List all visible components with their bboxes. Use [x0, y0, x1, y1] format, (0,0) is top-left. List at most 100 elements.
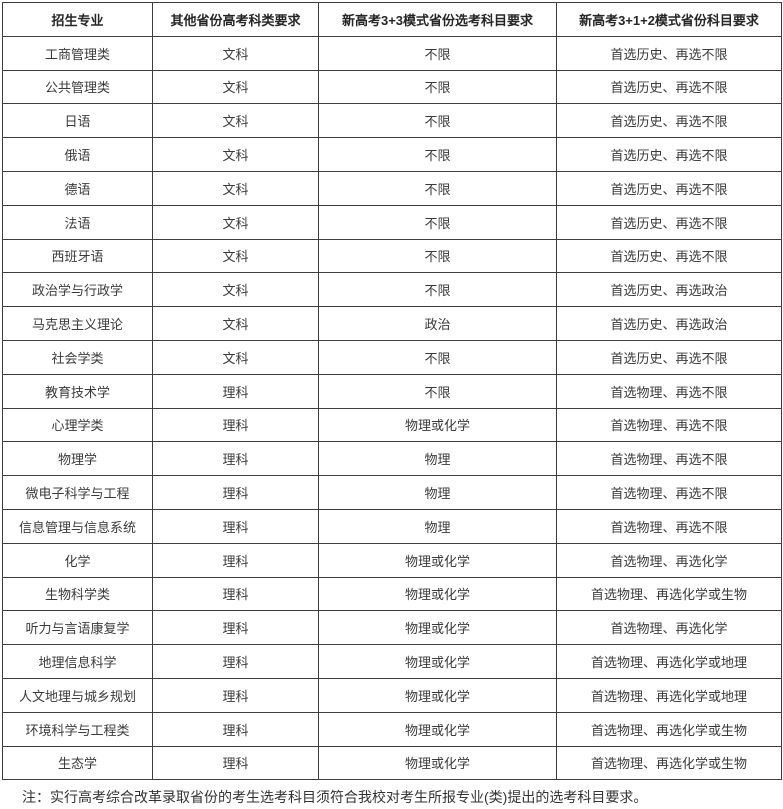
table-cell: 社会学类: [2, 339, 153, 375]
table-row: 法语 文科 不限 首选历史、再选不限: [2, 204, 782, 240]
table-cell: 俄语: [2, 137, 153, 172]
column-header-3: 新高考3+3模式省份选考科目要求: [318, 2, 557, 37]
table-cell: 日语: [2, 103, 153, 139]
table-cell: 文科: [152, 238, 319, 274]
table-cell: 教育技术学: [2, 373, 153, 409]
table-cell: 不限: [318, 170, 557, 206]
table-cell: 政治: [318, 306, 557, 341]
column-header-4: 新高考3+1+2模式省份科目要求: [556, 2, 782, 37]
table-cell: 听力与言语康复学: [2, 610, 153, 646]
table-cell: 文科: [152, 170, 319, 206]
table-cell: 理科: [152, 373, 319, 409]
table-cell: 不限: [318, 238, 557, 274]
table-row: 物理学 理科 物理 首选物理、再选不限: [2, 441, 782, 477]
table-cell: 文科: [152, 69, 319, 105]
table-cell: 首选物理、再选化学: [556, 542, 782, 578]
table-cell: 马克思主义理论: [2, 306, 153, 341]
table-cell: 微电子科学与工程: [2, 475, 153, 510]
table-cell: 物理学: [2, 441, 153, 477]
table-cell: 信息管理与信息系统: [2, 508, 153, 544]
table-cell: 首选物理、再选化学或地理: [556, 644, 782, 679]
table-cell: 首选物理、再选化学: [556, 610, 782, 646]
table-row: 西班牙语 文科 不限 首选历史、再选不限: [2, 238, 782, 274]
table-cell: 首选历史、再选不限: [556, 204, 782, 240]
table-cell: 物理或化学: [318, 576, 557, 612]
table-cell: 首选物理、再选化学或地理: [556, 677, 782, 713]
column-header-2: 其他省份高考科类要求: [152, 2, 319, 37]
table-cell: 不限: [318, 69, 557, 105]
table-cell: 理科: [152, 610, 319, 646]
table-row: 马克思主义理论 文科 政治 首选历史、再选政治: [2, 306, 782, 341]
table-row: 生物科学类 理科 物理或化学 首选物理、再选化学或生物: [2, 576, 782, 612]
table-cell: 首选物理、再选不限: [556, 508, 782, 544]
table-cell: 物理或化学: [318, 407, 557, 443]
table-cell: 理科: [152, 677, 319, 713]
table-cell: 物理或化学: [318, 542, 557, 578]
table-cell: 物理或化学: [318, 677, 557, 713]
table-cell: 文科: [152, 137, 319, 172]
table-cell: 物理: [318, 441, 557, 477]
table-cell: 不限: [318, 373, 557, 409]
table-row: 化学 理科 物理或化学 首选物理、再选化学: [2, 542, 782, 578]
table-cell: 文科: [152, 272, 319, 308]
table-cell: 首选历史、再选不限: [556, 170, 782, 206]
table-row: 公共管理类 文科 不限 首选历史、再选不限: [2, 69, 782, 105]
table-cell: 首选历史、再选不限: [556, 238, 782, 274]
table-row: 听力与言语康复学 理科 物理或化学 首选物理、再选化学: [2, 610, 782, 646]
table-cell: 首选历史、再选不限: [556, 137, 782, 172]
table-cell: 物理: [318, 475, 557, 510]
table-row: 生态学 理科 物理或化学 首选物理、再选化学或生物: [2, 745, 782, 781]
table-cell: 首选物理、再选化学或生物: [556, 576, 782, 612]
table-row: 信息管理与信息系统 理科 物理 首选物理、再选不限: [2, 508, 782, 544]
table-row: 政治学与行政学 文科 不限 首选历史、再选政治: [2, 272, 782, 308]
table-cell: 文科: [152, 306, 319, 341]
table-row: 日语 文科 不限 首选历史、再选不限: [2, 103, 782, 139]
table-cell: 理科: [152, 407, 319, 443]
table-row: 教育技术学 理科 不限 首选物理、再选不限: [2, 373, 782, 409]
table-cell: 物理或化学: [318, 644, 557, 679]
table-row: 德语 文科 不限 首选历史、再选不限: [2, 170, 782, 206]
table-cell: 不限: [318, 204, 557, 240]
table-cell: 理科: [152, 644, 319, 679]
table-cell: 生态学: [2, 745, 153, 781]
table-cell: 首选物理、再选不限: [556, 475, 782, 510]
table-row: 人文地理与城乡规划 理科 物理或化学 首选物理、再选化学或地理: [2, 677, 782, 713]
table-cell: 政治学与行政学: [2, 272, 153, 308]
table-cell: 化学: [2, 542, 153, 578]
table-row: 地理信息科学 理科 物理或化学 首选物理、再选化学或地理: [2, 644, 782, 679]
table-cell: 理科: [152, 542, 319, 578]
table-cell: 西班牙语: [2, 238, 153, 274]
table-cell: 法语: [2, 204, 153, 240]
admission-requirements-table: 招生专业 其他省份高考科类要求 新高考3+3模式省份选考科目要求 新高考3+1+2模式…: [2, 2, 782, 781]
table-cell: 物理或化学: [318, 745, 557, 781]
table-cell: 人文地理与城乡规划: [2, 677, 153, 713]
table-cell: 理科: [152, 508, 319, 544]
table-body: 工商管理类 文科 不限 首选历史、再选不限 公共管理类 文科 不限 首选历史、再选不限 日语 文科…: [2, 35, 782, 781]
table-cell: 首选历史、再选不限: [556, 103, 782, 139]
table-cell: 首选历史、再选不限: [556, 35, 782, 71]
table-cell: 生物科学类: [2, 576, 153, 612]
footnote: 注：实行高考综合改革录取省份的考生选考科目须符合我校对考生所报专业(类)提出的选…: [22, 789, 648, 806]
table-cell: 首选物理、再选化学或生物: [556, 711, 782, 747]
table-cell: 首选物理、再选化学或生物: [556, 745, 782, 781]
table-cell: 文科: [152, 339, 319, 375]
table-cell: 不限: [318, 137, 557, 172]
table-cell: 理科: [152, 576, 319, 612]
table-cell: 不限: [318, 103, 557, 139]
table-cell: 首选历史、再选政治: [556, 272, 782, 308]
table-row: 环境科学与工程类 理科 物理或化学 首选物理、再选化学或生物: [2, 711, 782, 747]
table-cell: 首选物理、再选不限: [556, 373, 782, 409]
table-cell: 工商管理类: [2, 35, 153, 71]
table-row: 社会学类 文科 不限 首选历史、再选不限: [2, 339, 782, 375]
table-cell: 心理学类: [2, 407, 153, 443]
table-cell: 物理或化学: [318, 711, 557, 747]
table-cell: 公共管理类: [2, 69, 153, 105]
table-row: 微电子科学与工程 理科 物理 首选物理、再选不限: [2, 475, 782, 510]
table-cell: 文科: [152, 204, 319, 240]
table-cell: 首选物理、再选不限: [556, 407, 782, 443]
column-header-1: 招生专业: [2, 2, 153, 37]
table-cell: 不限: [318, 35, 557, 71]
table-cell: 首选历史、再选不限: [556, 69, 782, 105]
table-cell: 文科: [152, 103, 319, 139]
